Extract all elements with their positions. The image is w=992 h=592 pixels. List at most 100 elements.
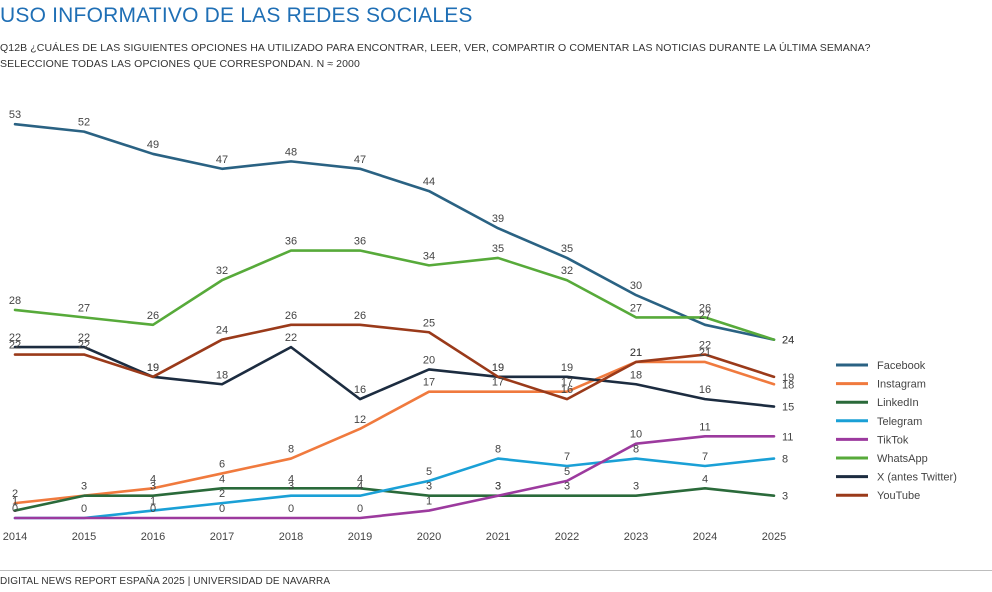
end-label-x-antes-twitter: 15 bbox=[782, 402, 794, 414]
data-label-facebook: 47 bbox=[216, 154, 228, 166]
data-label-telegram: 5 bbox=[426, 466, 432, 478]
series-line-whatsapp bbox=[13, 249, 776, 341]
data-label-facebook: 44 bbox=[423, 176, 435, 188]
data-label-facebook: 53 bbox=[9, 109, 21, 121]
subtitle-line-1: Q12B ¿CUÁLES DE LAS SIGUIENTES OPCIONES … bbox=[0, 42, 871, 54]
data-label-facebook: 47 bbox=[354, 154, 366, 166]
data-label-tiktok: 1 bbox=[426, 496, 432, 508]
series-line-linkedin bbox=[13, 486, 776, 512]
legend-label-facebook: Facebook bbox=[877, 360, 926, 372]
data-label-youtube: 19 bbox=[492, 362, 504, 374]
x-tick-label-2018: 2018 bbox=[279, 531, 303, 543]
data-label-facebook: 52 bbox=[78, 117, 90, 129]
x-tick-label-2023: 2023 bbox=[624, 531, 648, 543]
data-label-linkedin: 3 bbox=[564, 481, 570, 493]
end-label-linkedin: 3 bbox=[782, 491, 788, 503]
data-label-tiktok: 3 bbox=[495, 481, 501, 493]
data-label-linkedin: 4 bbox=[219, 473, 225, 485]
data-label-youtube: 22 bbox=[699, 340, 711, 352]
data-label-instagram: 21 bbox=[630, 347, 642, 359]
data-label-telegram: 8 bbox=[495, 444, 501, 456]
data-label-youtube: 26 bbox=[285, 310, 297, 322]
data-label-youtube: 21 bbox=[630, 347, 642, 359]
data-label-linkedin: 3 bbox=[633, 481, 639, 493]
data-label-tiktok: 0 bbox=[357, 503, 363, 515]
legend-label-linkedin: LinkedIn bbox=[877, 397, 919, 409]
data-label-whatsapp: 32 bbox=[561, 265, 573, 277]
data-label-x-antes-twitter: 19 bbox=[561, 362, 573, 374]
series-line-youtube bbox=[13, 323, 776, 401]
legend-label-youtube: YouTube bbox=[877, 490, 920, 502]
series-line-facebook bbox=[13, 122, 776, 341]
series-line-tiktok bbox=[13, 434, 776, 520]
x-tick-label-2017: 2017 bbox=[210, 531, 234, 543]
data-label-x-antes-twitter: 18 bbox=[216, 369, 228, 381]
data-label-facebook: 35 bbox=[561, 243, 573, 255]
data-label-youtube: 16 bbox=[561, 384, 573, 396]
data-label-x-antes-twitter: 19 bbox=[492, 362, 504, 374]
data-label-youtube: 24 bbox=[216, 325, 228, 337]
legend-label-instagram: Instagram bbox=[877, 379, 926, 391]
chart-title: USO INFORMATIVO DE LAS REDES SOCIALES bbox=[0, 4, 473, 27]
data-label-youtube: 22 bbox=[9, 340, 21, 352]
data-label-youtube: 22 bbox=[78, 340, 90, 352]
data-label-x-antes-twitter: 22 bbox=[9, 332, 21, 344]
end-label-youtube: 19 bbox=[782, 372, 794, 384]
chart-subtitle: Q12B ¿CUÁLES DE LAS SIGUIENTES OPCIONES … bbox=[0, 40, 871, 72]
data-label-youtube: 26 bbox=[354, 310, 366, 322]
series-line-x-antes-twitter bbox=[13, 345, 776, 408]
data-label-linkedin: 4 bbox=[702, 473, 708, 485]
data-label-instagram: 6 bbox=[219, 458, 225, 470]
footer-credit: DIGITAL NEWS REPORT ESPAÑA 2025 | UNIVER… bbox=[0, 576, 331, 587]
data-label-whatsapp: 26 bbox=[147, 310, 159, 322]
data-label-telegram: 7 bbox=[564, 451, 570, 463]
data-label-x-antes-twitter: 22 bbox=[285, 332, 297, 344]
data-label-tiktok: 0 bbox=[288, 503, 294, 515]
x-tick-label-2024: 2024 bbox=[693, 531, 717, 543]
data-label-telegram: 3 bbox=[288, 481, 294, 493]
data-label-telegram: 1 bbox=[150, 496, 156, 508]
data-label-instagram: 17 bbox=[423, 377, 435, 389]
data-label-linkedin: 3 bbox=[150, 481, 156, 493]
data-label-x-antes-twitter: 16 bbox=[354, 384, 366, 396]
data-label-facebook: 49 bbox=[147, 139, 159, 151]
data-label-whatsapp: 27 bbox=[78, 302, 90, 314]
x-tick-label-2025: 2025 bbox=[762, 531, 786, 543]
data-label-telegram: 4 bbox=[357, 481, 363, 493]
end-label-tiktok: 11 bbox=[782, 431, 793, 443]
data-label-whatsapp: 32 bbox=[216, 265, 228, 277]
data-label-whatsapp: 27 bbox=[630, 302, 642, 314]
data-label-youtube: 19 bbox=[147, 362, 159, 374]
data-label-tiktok: 0 bbox=[219, 503, 225, 515]
data-label-instagram: 21 bbox=[699, 347, 711, 359]
data-label-facebook: 30 bbox=[630, 280, 642, 292]
data-label-tiktok: 10 bbox=[630, 429, 642, 441]
legend-label-x-antes-twitter: X (antes Twitter) bbox=[877, 472, 957, 484]
data-label-x-antes-twitter: 20 bbox=[423, 354, 435, 366]
data-label-linkedin: 4 bbox=[357, 473, 363, 485]
subtitle-line-2: SELECCIONE TODAS LAS OPCIONES QUE CORRES… bbox=[0, 58, 360, 70]
data-label-whatsapp: 35 bbox=[492, 243, 504, 255]
data-label-whatsapp: 26 bbox=[699, 302, 711, 314]
end-label-facebook: 24 bbox=[782, 335, 794, 347]
data-label-whatsapp: 36 bbox=[354, 236, 366, 248]
data-label-instagram: 2 bbox=[12, 488, 18, 500]
data-label-whatsapp: 36 bbox=[285, 236, 297, 248]
end-label-whatsapp: 24 bbox=[782, 335, 794, 347]
x-tick-label-2022: 2022 bbox=[555, 531, 579, 543]
data-label-x-antes-twitter: 19 bbox=[147, 362, 159, 374]
series-line-telegram bbox=[13, 457, 776, 520]
legend-label-whatsapp: WhatsApp bbox=[877, 453, 928, 465]
x-tick-label-2020: 2020 bbox=[417, 531, 441, 543]
data-label-tiktok: 0 bbox=[150, 503, 156, 515]
data-label-whatsapp: 34 bbox=[423, 250, 435, 262]
data-label-facebook: 39 bbox=[492, 213, 504, 225]
data-label-linkedin: 4 bbox=[288, 473, 294, 485]
line-chart: 2014 2015 2016 2017 2018 2019 2020 2021 2022 2023… bbox=[3, 109, 957, 543]
data-label-telegram: 7 bbox=[702, 451, 708, 463]
data-label-linkedin: 1 bbox=[12, 496, 18, 508]
data-label-instagram: 3 bbox=[81, 481, 87, 493]
x-tick-label-2016: 2016 bbox=[141, 531, 165, 543]
end-label-instagram: 18 bbox=[782, 379, 794, 391]
x-tick-label-2014: 2014 bbox=[3, 531, 27, 543]
